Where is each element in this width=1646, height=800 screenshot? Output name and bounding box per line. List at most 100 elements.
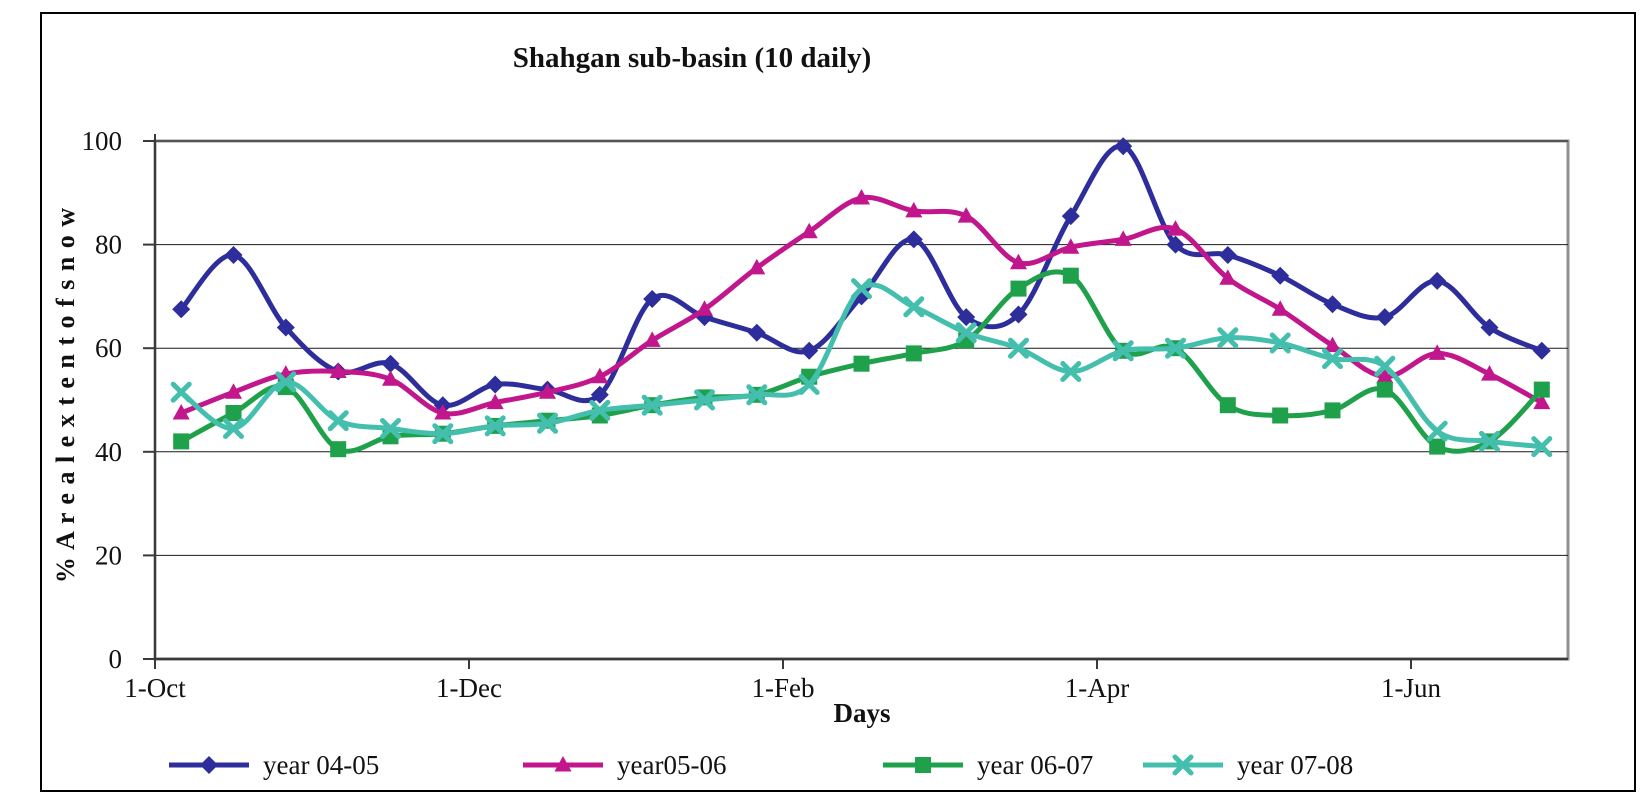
x-tick-label: 1-Dec: [436, 673, 502, 703]
x-tick-label: 1-Jun: [1381, 673, 1441, 703]
marker-square: [1376, 381, 1393, 398]
marker-x: [327, 410, 349, 432]
marker-diamond: [200, 756, 218, 774]
marker-triangle: [1533, 393, 1551, 410]
marker-square: [915, 757, 931, 773]
marker-x: [275, 371, 297, 393]
data-series: [170, 137, 1553, 458]
x-tick-label: 1-Apr: [1065, 673, 1129, 703]
marker-square: [1272, 407, 1289, 424]
marker-square: [1324, 402, 1341, 419]
x-tick-label: 1-Feb: [752, 673, 815, 703]
marker-x: [1172, 754, 1194, 776]
legend-label: year 06-07: [977, 750, 1093, 780]
legend-label: year05-06: [617, 750, 726, 780]
marker-square: [1219, 397, 1236, 414]
marker-triangle: [1010, 253, 1027, 270]
marker-triangle: [591, 367, 609, 384]
chart-outer-border: [40, 12, 1636, 792]
marker-diamond: [1218, 246, 1237, 264]
marker-triangle: [539, 383, 556, 399]
marker-x: [589, 399, 611, 421]
marker-square: [1062, 267, 1079, 284]
marker-square: [1429, 438, 1446, 455]
marker-square: [905, 345, 922, 362]
marker-x: [484, 415, 506, 437]
marker-diamond: [276, 318, 295, 337]
marker-diamond: [172, 300, 191, 319]
marker-square: [853, 355, 870, 372]
y-tick-label: 0: [109, 644, 123, 674]
marker-triangle: [1376, 367, 1394, 384]
marker-x: [1479, 430, 1500, 452]
marker-x: [1531, 436, 1553, 458]
marker-diamond: [1323, 295, 1342, 314]
marker-diamond: [1061, 207, 1080, 226]
marker-diamond: [1009, 305, 1028, 324]
legend-label: year 07-08: [1237, 750, 1353, 780]
marker-diamond: [381, 354, 400, 373]
marker-x: [1112, 340, 1134, 362]
legend-label: year 04-05: [263, 750, 379, 780]
series-year-07-08: [170, 278, 1553, 458]
marker-diamond: [1480, 318, 1499, 337]
marker-x: [380, 418, 401, 439]
legend-item-year-04-05: year 04-05: [169, 750, 379, 780]
marker-x: [170, 381, 192, 403]
marker-diamond: [800, 341, 819, 360]
y-tick-label: 40: [95, 437, 122, 467]
marker-diamond: [486, 375, 505, 394]
marker-triangle: [486, 393, 504, 410]
marker-x: [851, 278, 872, 300]
marker-x: [798, 374, 820, 395]
axis-labels: 0 20 40 60 80 100 1-Oct 1-Dec 1-Feb 1-Apr 1-Jun: [82, 126, 1442, 703]
series-year05-06: [172, 189, 1551, 420]
marker-triangle: [225, 383, 242, 399]
marker-diamond: [1114, 137, 1133, 156]
marker-x: [955, 322, 977, 344]
marker-square: [225, 405, 242, 421]
marker-triangle: [1481, 365, 1498, 381]
marker-x: [903, 296, 925, 318]
marker-diamond: [747, 323, 766, 342]
marker-triangle: [643, 331, 661, 347]
legend-item-year05-06: year05-06: [523, 750, 726, 780]
marker-diamond: [1532, 341, 1551, 360]
marker-x: [1008, 337, 1029, 359]
marker-triangle: [1167, 220, 1184, 236]
y-tick-label: 60: [95, 333, 122, 363]
marker-diamond: [904, 230, 923, 249]
axes: [143, 134, 1568, 669]
marker-square: [330, 441, 347, 458]
marker-triangle: [1062, 238, 1080, 254]
marker-x: [1217, 327, 1239, 349]
marker-diamond: [957, 308, 976, 327]
marker-x: [223, 418, 244, 439]
marker-x: [1060, 361, 1082, 382]
marker-triangle: [554, 756, 572, 772]
marker-square: [1010, 280, 1027, 297]
marker-x: [1374, 355, 1396, 377]
marker-triangle: [1114, 230, 1132, 246]
marker-square: [1533, 381, 1550, 398]
marker-x: [1426, 420, 1448, 442]
marker-square: [173, 433, 190, 450]
marker-x: [641, 394, 663, 416]
marker-triangle: [1271, 300, 1289, 316]
marker-triangle: [172, 404, 190, 420]
y-tick-label: 20: [95, 540, 122, 570]
marker-x: [1269, 332, 1291, 354]
marker-x: [694, 389, 715, 411]
marker-triangle: [382, 370, 399, 386]
marker-triangle: [434, 404, 452, 420]
marker-triangle: [957, 207, 975, 223]
legend: year 04-05 year05-06 year 06-07 year 07-08: [169, 750, 1353, 780]
x-tick-label: 1-Oct: [124, 673, 186, 703]
marker-x: [432, 423, 454, 445]
marker-diamond: [643, 290, 662, 308]
marker-diamond: [1271, 266, 1290, 285]
x-axis-title: Days: [833, 698, 890, 728]
marker-triangle: [1428, 344, 1446, 360]
marker-triangle: [800, 222, 818, 239]
